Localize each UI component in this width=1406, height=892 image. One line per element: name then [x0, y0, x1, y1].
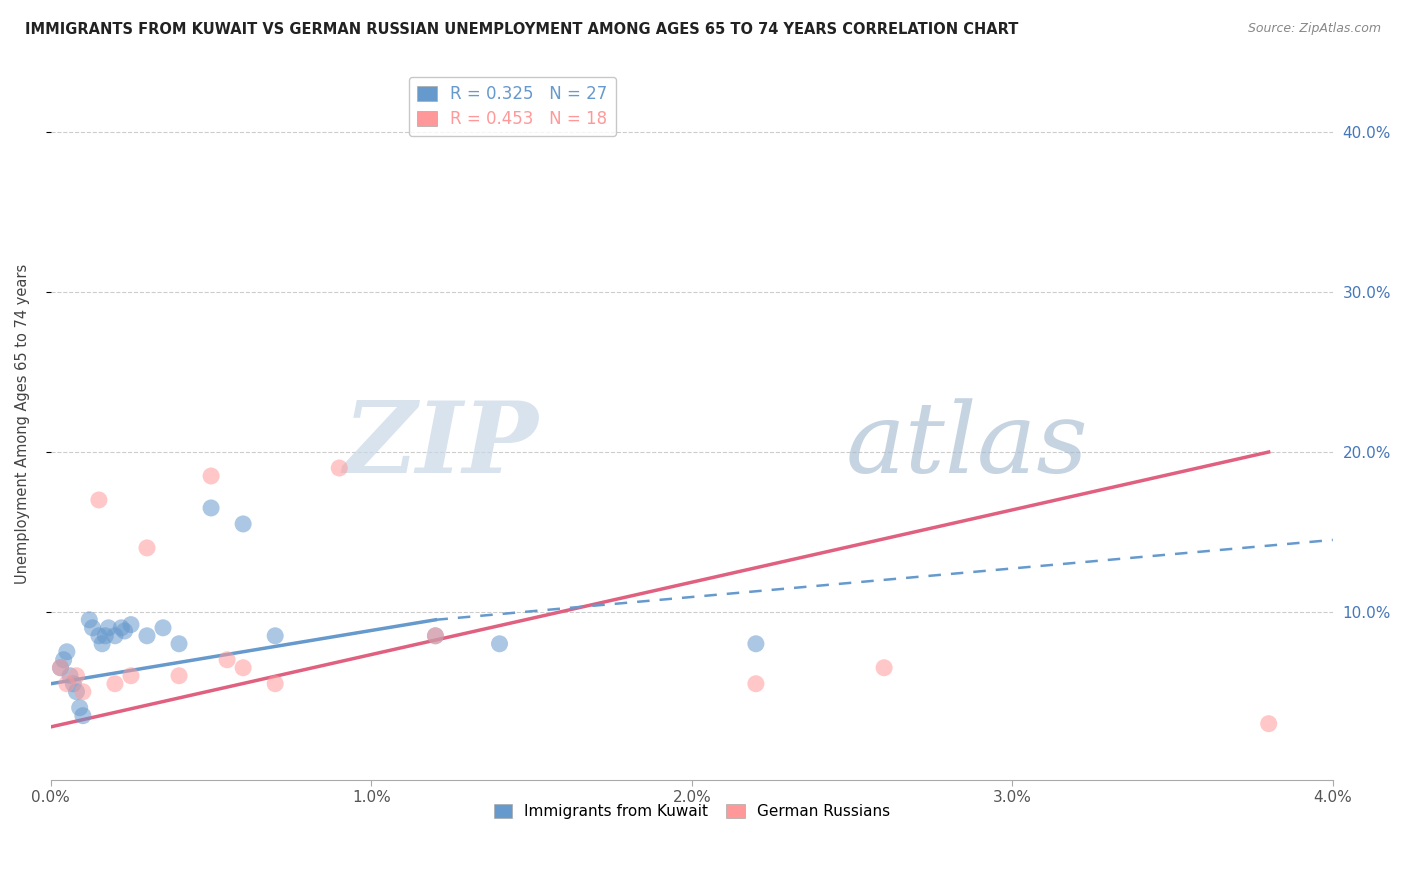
Point	[1257, 716, 1279, 731]
Point	[59, 669, 82, 683]
Text: Source: ZipAtlas.com: Source: ZipAtlas.com	[1247, 22, 1381, 36]
Point	[152, 621, 174, 635]
Point	[65, 684, 87, 698]
Point	[136, 541, 159, 555]
Point	[49, 661, 72, 675]
Point	[232, 661, 254, 675]
Point	[114, 624, 136, 638]
Point	[87, 629, 110, 643]
Point	[69, 700, 91, 714]
Point	[62, 677, 84, 691]
Point	[79, 613, 101, 627]
Point	[49, 661, 72, 675]
Point	[65, 669, 87, 683]
Point	[217, 653, 239, 667]
Text: IMMIGRANTS FROM KUWAIT VS GERMAN RUSSIAN UNEMPLOYMENT AMONG AGES 65 TO 74 YEARS : IMMIGRANTS FROM KUWAIT VS GERMAN RUSSIAN…	[25, 22, 1019, 37]
Point	[91, 637, 114, 651]
Point	[264, 677, 287, 691]
Point	[873, 661, 896, 675]
Point	[110, 621, 132, 635]
Point	[94, 629, 117, 643]
Point	[167, 669, 190, 683]
Point	[425, 629, 447, 643]
Point	[52, 653, 75, 667]
Point	[56, 645, 79, 659]
Point	[745, 677, 768, 691]
Legend: Immigrants from Kuwait, German Russians: Immigrants from Kuwait, German Russians	[488, 798, 896, 825]
Point	[87, 492, 110, 507]
Text: atlas: atlas	[845, 398, 1088, 493]
Point	[232, 516, 254, 531]
Point	[200, 500, 222, 515]
Point	[264, 629, 287, 643]
Point	[745, 637, 768, 651]
Point	[120, 617, 142, 632]
Point	[82, 621, 104, 635]
Point	[104, 677, 127, 691]
Point	[200, 469, 222, 483]
Point	[425, 629, 447, 643]
Point	[167, 637, 190, 651]
Point	[328, 461, 350, 475]
Point	[56, 677, 79, 691]
Point	[136, 629, 159, 643]
Point	[72, 684, 94, 698]
Point	[72, 708, 94, 723]
Point	[97, 621, 120, 635]
Text: ZIP: ZIP	[343, 397, 538, 493]
Y-axis label: Unemployment Among Ages 65 to 74 years: Unemployment Among Ages 65 to 74 years	[15, 264, 30, 584]
Point	[488, 637, 510, 651]
Point	[104, 629, 127, 643]
Point	[120, 669, 142, 683]
